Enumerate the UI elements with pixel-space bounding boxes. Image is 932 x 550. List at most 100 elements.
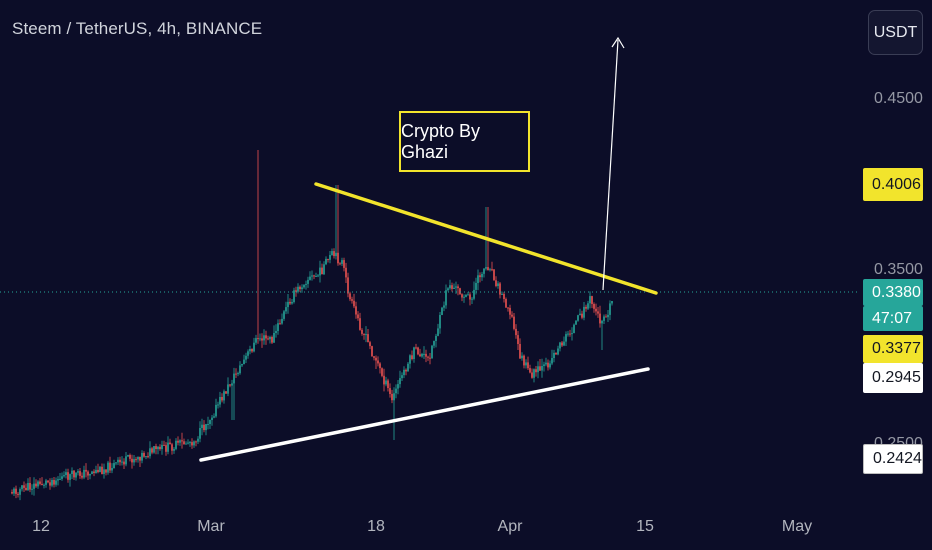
candle-body (181, 440, 183, 442)
candle-body (289, 301, 291, 304)
candle-body (171, 444, 173, 451)
candle-body (137, 457, 139, 460)
candle-body (353, 300, 355, 307)
candle-body (285, 307, 287, 312)
prev-close-price-label: 0.3377 (863, 335, 923, 363)
candle-body (517, 335, 519, 344)
candle-body (523, 355, 525, 366)
support-trendline[interactable] (199, 367, 650, 462)
annotation-text-box[interactable]: Crypto By Ghazi (399, 111, 530, 172)
candle-body (343, 260, 345, 268)
candle-body (399, 378, 401, 385)
candle-body (93, 471, 95, 473)
candle-body (333, 251, 335, 257)
candle-body (437, 328, 439, 336)
candle-body (89, 474, 91, 476)
candle-body (609, 303, 611, 315)
candle-body (603, 316, 605, 321)
candle-body (73, 470, 75, 478)
candle-body (365, 334, 367, 336)
candle-body (135, 459, 137, 461)
candle-body (417, 347, 419, 355)
candle-body (35, 483, 37, 487)
candle-body (145, 456, 147, 458)
candle-body (37, 481, 39, 487)
candle-body (71, 470, 73, 474)
candle-body (299, 286, 301, 290)
candle-body (113, 463, 115, 468)
candle-body (49, 482, 51, 486)
candle-body (451, 285, 453, 289)
candle-body (541, 366, 543, 371)
candle-body (367, 334, 369, 343)
candle-body (563, 341, 565, 346)
candle-body (319, 267, 321, 276)
candle-body (403, 369, 405, 376)
candle-body (271, 337, 273, 343)
symbol-title: Steem / TetherUS, 4h, BINANCE (12, 19, 263, 38)
candle-body (267, 338, 269, 340)
candle-body (257, 338, 259, 340)
candle-body (279, 323, 281, 325)
candle-body (501, 293, 503, 295)
candle-body (601, 320, 603, 324)
candle-body (527, 362, 529, 369)
candle-body (583, 306, 585, 318)
candle-body (243, 359, 245, 364)
candle-body (557, 348, 559, 355)
candle-body (311, 275, 313, 277)
candle-body (263, 335, 265, 341)
candle-body (87, 471, 89, 476)
resistance-trendline[interactable] (314, 182, 658, 295)
candle-body (43, 484, 45, 486)
price-tick-label: 0.4500 (874, 90, 923, 107)
candle-body (505, 299, 507, 308)
candle-body (47, 480, 49, 483)
candle-body (265, 335, 267, 339)
candle-body (507, 307, 509, 309)
candle-body (575, 320, 577, 325)
candle-body (197, 438, 199, 442)
candle-body (495, 280, 497, 286)
candle-body (375, 357, 377, 361)
candle-body (493, 269, 495, 281)
candle-body (67, 472, 69, 480)
candle-body (237, 373, 239, 375)
projection-arrow-line[interactable] (602, 39, 619, 291)
candle-body (55, 480, 57, 485)
candle-body (193, 441, 195, 446)
candle-body (565, 334, 567, 342)
candle-body (435, 335, 437, 341)
candle-body (533, 369, 535, 378)
candle-body (107, 462, 109, 473)
candle-body (373, 356, 375, 358)
candle-body (543, 364, 545, 366)
candle-body (349, 293, 351, 300)
candle-body (189, 442, 191, 444)
candle-body (91, 471, 93, 474)
candle-body (487, 267, 489, 270)
candle-body (485, 267, 487, 269)
candle-body (589, 296, 591, 304)
candle-body (229, 384, 231, 386)
candle-body (469, 294, 471, 300)
candle-body (163, 444, 165, 446)
candle-body (423, 353, 425, 355)
candle-body (467, 294, 469, 296)
candle-body (143, 453, 145, 457)
candle-body (317, 275, 319, 277)
candle-body (57, 479, 59, 481)
candle-body (433, 341, 435, 346)
candle-body (221, 397, 223, 401)
currency-selector-button[interactable]: USDT (868, 10, 923, 55)
candle-body (283, 311, 285, 319)
candle-body (97, 469, 99, 473)
candle-body (203, 424, 205, 431)
candle-body (313, 275, 315, 277)
last-price-label: 0.3380 (863, 279, 923, 306)
candle-body (75, 472, 77, 478)
candle-body (387, 380, 389, 388)
candle-body (261, 338, 263, 341)
candle-body (125, 456, 127, 465)
